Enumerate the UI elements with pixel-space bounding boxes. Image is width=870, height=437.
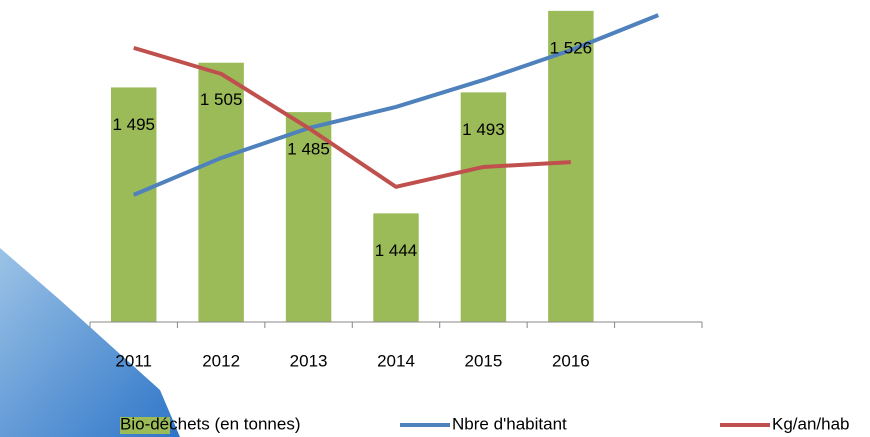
data-label: 1 505 xyxy=(200,90,243,109)
legend-label: Nbre d'habitant xyxy=(452,414,567,433)
x-tick-label: 2015 xyxy=(465,351,503,370)
legend-label: Bio-déchets (en tonnes) xyxy=(120,414,301,433)
data-label: 1 495 xyxy=(112,115,155,134)
data-label: 1 444 xyxy=(375,241,418,260)
data-label: 1 493 xyxy=(462,120,505,139)
x-tick-label: 2016 xyxy=(552,351,590,370)
legend-label: Kg/an/hab xyxy=(772,414,850,433)
x-tick-label: 2013 xyxy=(290,351,328,370)
bar xyxy=(373,213,418,322)
x-tick-label: 2012 xyxy=(202,351,240,370)
x-tick-label: 2011 xyxy=(115,351,152,370)
x-tick-label: 2014 xyxy=(377,351,415,370)
data-label: 1 485 xyxy=(287,140,330,159)
data-label: 1 526 xyxy=(550,38,593,57)
chart: 2011 2012 2013 2014 2015 2016 1 495 1 505 1 485 1… xyxy=(0,0,870,437)
